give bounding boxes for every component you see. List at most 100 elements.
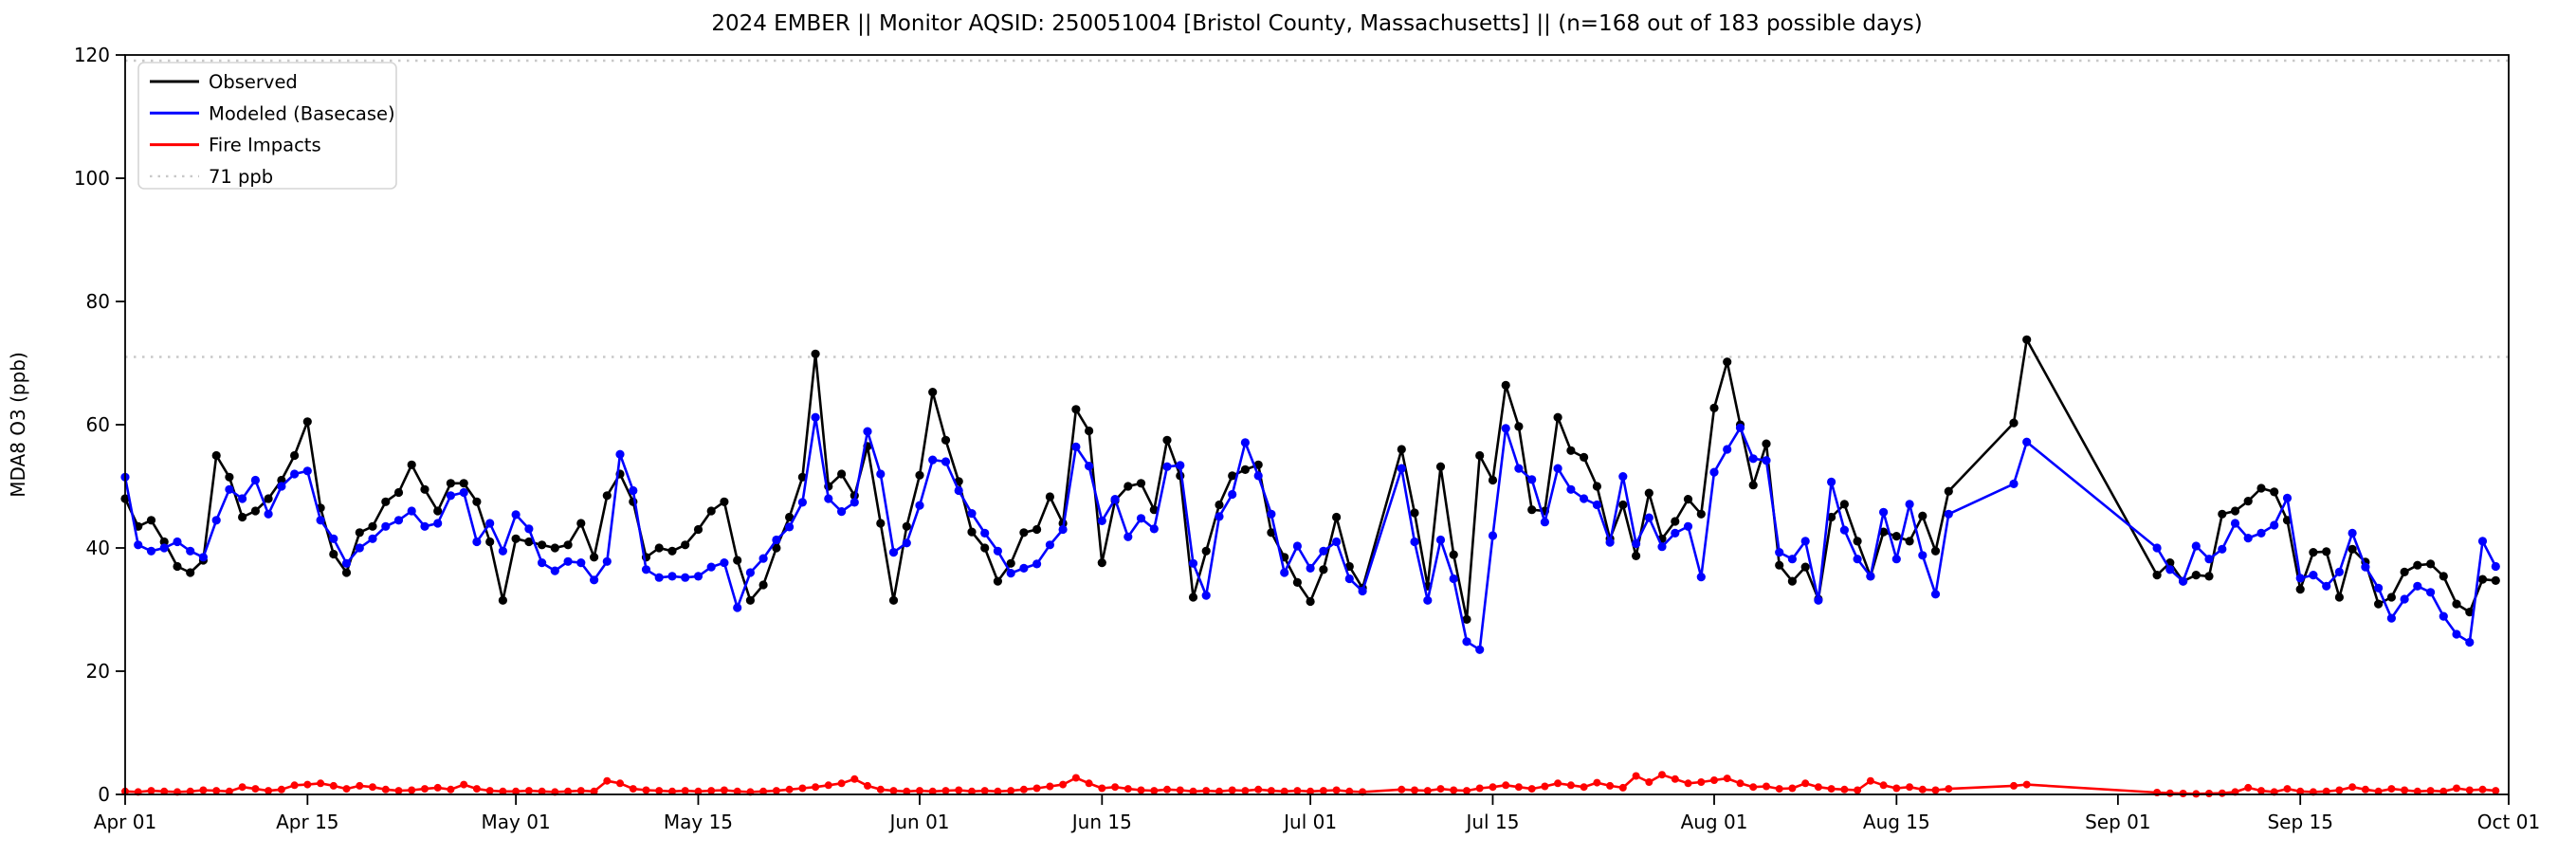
observed-point [1032, 524, 1042, 535]
fire-impacts-point [1645, 778, 1653, 786]
observed-point [1085, 426, 1094, 436]
observed-point [420, 484, 429, 494]
modeled-basecase-point [2256, 528, 2266, 538]
modeled-basecase-point [954, 485, 963, 496]
fire-impacts-point [850, 775, 859, 783]
fire-impacts-point [1918, 785, 1927, 793]
modeled-basecase-point [1605, 538, 1615, 547]
observed-point [1644, 488, 1653, 498]
fire-impacts-point [512, 787, 521, 795]
fire-impacts-point [1723, 775, 1731, 783]
observed-point [928, 388, 938, 397]
modeled-basecase-point [459, 487, 468, 498]
fire-impacts-point [2492, 787, 2500, 795]
modeled-basecase-point [602, 556, 612, 566]
modeled-basecase-point [1306, 563, 1315, 574]
modeled-basecase-point [590, 575, 599, 585]
modeled-basecase-point [1032, 559, 1042, 569]
modeled-basecase-point [1358, 586, 1367, 596]
observed-point [2465, 608, 2475, 617]
fire-impacts-point [916, 787, 923, 795]
fire-impacts-point [1906, 783, 1914, 792]
observed-point [1149, 505, 1159, 515]
fire-impacts-point [1606, 781, 1615, 790]
observed-point [524, 537, 534, 547]
observed-point [2295, 585, 2305, 594]
fire-impacts-point [785, 785, 794, 793]
fire-impacts-point [1059, 780, 1068, 789]
observed-point [211, 450, 221, 461]
fire-impacts-point [1684, 779, 1692, 788]
fire-impacts-point [1423, 787, 1432, 795]
fire-impacts-point [485, 787, 494, 795]
modeled-basecase-point [2165, 565, 2175, 574]
modeled-basecase-point [159, 543, 169, 553]
modeled-basecase-point [1748, 454, 1758, 464]
fire-impacts-point [2022, 780, 2031, 789]
fire-impacts-point [2387, 785, 2396, 793]
observed-point [941, 435, 951, 445]
modeled-basecase-point [1723, 445, 1732, 454]
fire-impacts-point [576, 787, 585, 795]
axes-group: 0 20 40 60 80 100 120 Apr 01 Apr 15 May 01 May 15 J… [74, 44, 2540, 833]
fire-impacts-point [1463, 787, 1471, 795]
modeled-basecase-point [1683, 521, 1693, 531]
modeled-basecase-point [393, 516, 404, 525]
observed-point [1019, 528, 1029, 538]
modeled-basecase-point [1814, 595, 1823, 605]
fire-impacts-point [1332, 786, 1341, 794]
modeled-basecase-point [1449, 574, 1458, 584]
modeled-basecase-point [2491, 561, 2500, 572]
modeled-basecase-point [967, 509, 977, 519]
fire-impacts-point [147, 787, 155, 795]
observed-point [1201, 546, 1211, 556]
observed-point [1215, 500, 1224, 510]
modeled-basecase-point [1344, 574, 1354, 584]
modeled-basecase-point [1696, 573, 1706, 582]
observed-point [1435, 462, 1446, 471]
fire-impacts-point [798, 784, 807, 793]
observed-point [393, 487, 404, 498]
fire-impacts-point [1215, 787, 1223, 795]
modeled-basecase-point [720, 558, 729, 568]
modeled-basecase-point [1839, 525, 1849, 535]
modeled-basecase-point [1580, 494, 1589, 503]
fire-impacts-point [1163, 785, 1171, 793]
fire-impacts-point [1554, 779, 1562, 788]
x-tick-label: Jun 15 [1070, 811, 1132, 833]
x-tick-label: Aug 01 [1681, 811, 1748, 833]
modeled-basecase-point [2295, 574, 2305, 583]
modeled-basecase-point [446, 491, 455, 501]
observed-point [1800, 562, 1810, 572]
modeled-basecase-point [693, 572, 703, 581]
legend-frame [137, 62, 397, 190]
fire-impacts-point [265, 787, 273, 795]
observed-point [1696, 509, 1706, 519]
modeled-basecase-point [1332, 537, 1342, 547]
modeled-basecase-point [302, 466, 312, 476]
fire-impacts-point [369, 783, 376, 792]
observed-point [1762, 439, 1771, 448]
fire-impacts-point [876, 785, 885, 793]
observed-line [123, 338, 2496, 621]
fire-impacts-point [2465, 786, 2474, 794]
fire-impacts-point [1450, 786, 1458, 794]
observed-point [2009, 418, 2019, 428]
observed-point [1709, 403, 1719, 412]
observed-point [277, 475, 286, 485]
modeled-basecase-point [993, 546, 1002, 556]
x-tick-label: May 01 [482, 811, 551, 833]
fire-impacts-point [342, 785, 351, 793]
modeled-basecase-point [407, 506, 416, 516]
observed-point [1267, 528, 1276, 538]
fire-impacts-point [759, 787, 768, 795]
observed-point [1071, 405, 1081, 414]
modeled-basecase-point [1566, 484, 1576, 494]
observed-point [146, 516, 156, 525]
modeled-basecase-point [355, 543, 364, 553]
observed-point [1488, 475, 1498, 485]
modeled-basecase-point [1215, 512, 1224, 521]
observed-point [811, 349, 820, 358]
modeled-basecase-point [146, 546, 156, 556]
modeled-basecase-point [1097, 516, 1106, 526]
